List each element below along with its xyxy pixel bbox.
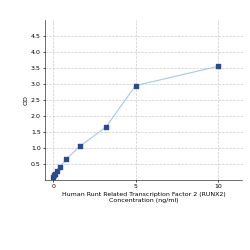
- Point: [78, 144, 82, 148]
- Point: [53, 172, 57, 175]
- Point: [51, 175, 55, 179]
- Point: [52, 173, 56, 177]
- Y-axis label: OD: OD: [23, 95, 28, 105]
- Point: [64, 157, 68, 161]
- Point: [134, 84, 138, 87]
- Point: [54, 169, 58, 173]
- Point: [58, 165, 62, 169]
- X-axis label: Human Runt Related Transcription Factor 2 (RUNX2)
Concentration (ng/ml): Human Runt Related Transcription Factor …: [62, 192, 226, 203]
- Point: [216, 64, 220, 68]
- Point: [104, 125, 108, 129]
